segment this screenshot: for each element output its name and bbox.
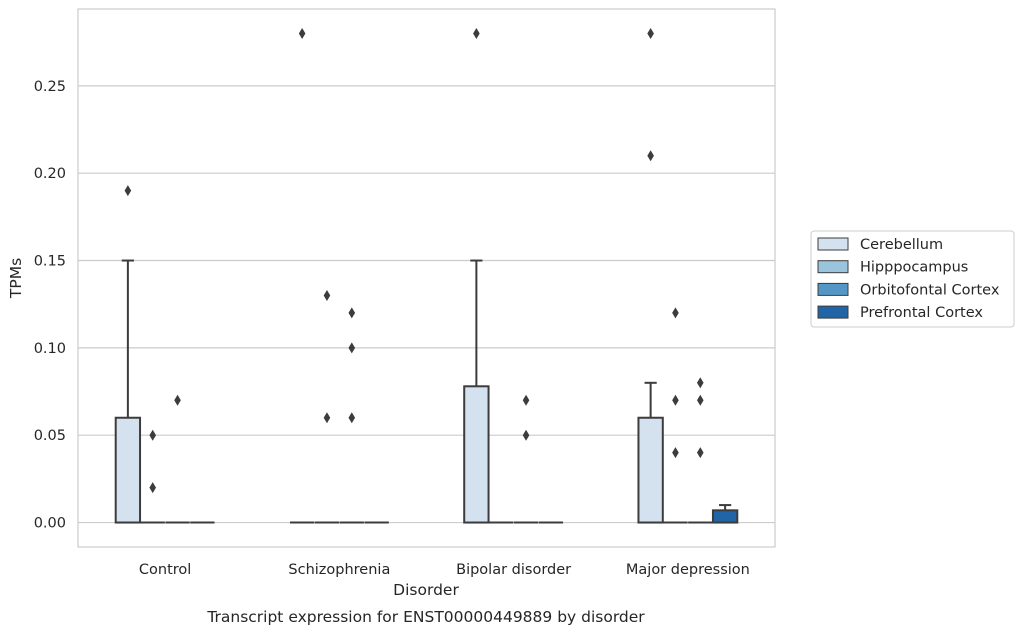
box-body (711, 509, 739, 524)
box-orbitofontal-cortex (339, 307, 364, 524)
legend-swatch (817, 237, 849, 251)
outlier-point (174, 394, 181, 406)
box-orbitofontal-cortex (688, 377, 713, 524)
outlier-point (647, 27, 654, 39)
legend-label: Cerebellum (860, 237, 943, 253)
legend-swatch (817, 305, 849, 319)
y-tick-label: 0.00 (34, 516, 66, 532)
box-orbitofontal-cortex (165, 394, 190, 524)
box-orbitofontal-cortex (513, 394, 539, 524)
outlier-point (298, 27, 306, 39)
legend-label: Orbitofontal Cortex (860, 282, 1000, 298)
outlier-point (647, 150, 654, 162)
grid-lines (78, 85, 775, 524)
outlier-point (672, 307, 679, 319)
box-body (114, 416, 142, 524)
plot-frame (77, 8, 776, 548)
chart-title: Transcript expression for ENST0000044988… (206, 608, 645, 626)
y-tick-label: 0.05 (34, 428, 66, 444)
box-body (463, 385, 490, 524)
box-prefrontal-cortex (711, 504, 739, 524)
outlier-point (672, 394, 679, 406)
y-tick-labels: 0.00 0.05 0.10 0.15 0.20 0.25 (34, 79, 66, 532)
outlier-point (348, 342, 356, 354)
outlier-point (522, 394, 530, 406)
y-tick-label: 0.20 (34, 166, 66, 182)
outlier-point (348, 412, 356, 424)
legend-swatch (817, 282, 849, 296)
outlier-point (473, 27, 480, 39)
legend-frame (810, 230, 1015, 328)
x-tick-label: Control (139, 562, 191, 578)
box-body (637, 416, 664, 524)
box-cerebellum (637, 27, 664, 524)
box-hipppocampus (663, 307, 688, 524)
x-tick-label: Major depression (626, 562, 750, 578)
outlier-point (522, 429, 530, 441)
box-hipppocampus (140, 429, 165, 524)
box-cerebellum (463, 27, 490, 524)
legend-label: Hipppocampus (860, 260, 968, 276)
x-tick-label: Schizophrenia (288, 562, 390, 578)
y-tick-label: 0.25 (34, 79, 66, 95)
x-tick-label: Bipolar disorder (456, 562, 571, 578)
outlier-point (696, 447, 704, 459)
outlier-point (348, 307, 356, 319)
y-tick-label: 0.15 (34, 254, 66, 270)
box-hipppocampus (314, 289, 340, 524)
outlier-point (323, 412, 331, 424)
legend-swatch (817, 260, 849, 274)
outlier-point (672, 447, 679, 459)
x-tick-labels: Control Schizophrenia Bipolar disorder Majo… (139, 562, 750, 578)
y-axis-label: TPMs (7, 258, 25, 299)
legend-label: Prefrontal Cortex (860, 305, 983, 321)
outlier-point (124, 185, 132, 197)
outlier-point (696, 377, 704, 389)
outlier-point (323, 289, 331, 301)
outlier-point (149, 429, 157, 441)
legend: Cerebellum Hipppocampus Orbitofontal Corte… (810, 230, 1015, 328)
box-cerebellum (114, 185, 142, 524)
y-tick-label: 0.10 (34, 341, 66, 357)
box-cerebellum (289, 27, 315, 524)
x-axis-label: Disorder (393, 581, 459, 599)
outlier-point (149, 482, 157, 494)
box-series (114, 27, 739, 524)
outlier-point (696, 394, 704, 406)
